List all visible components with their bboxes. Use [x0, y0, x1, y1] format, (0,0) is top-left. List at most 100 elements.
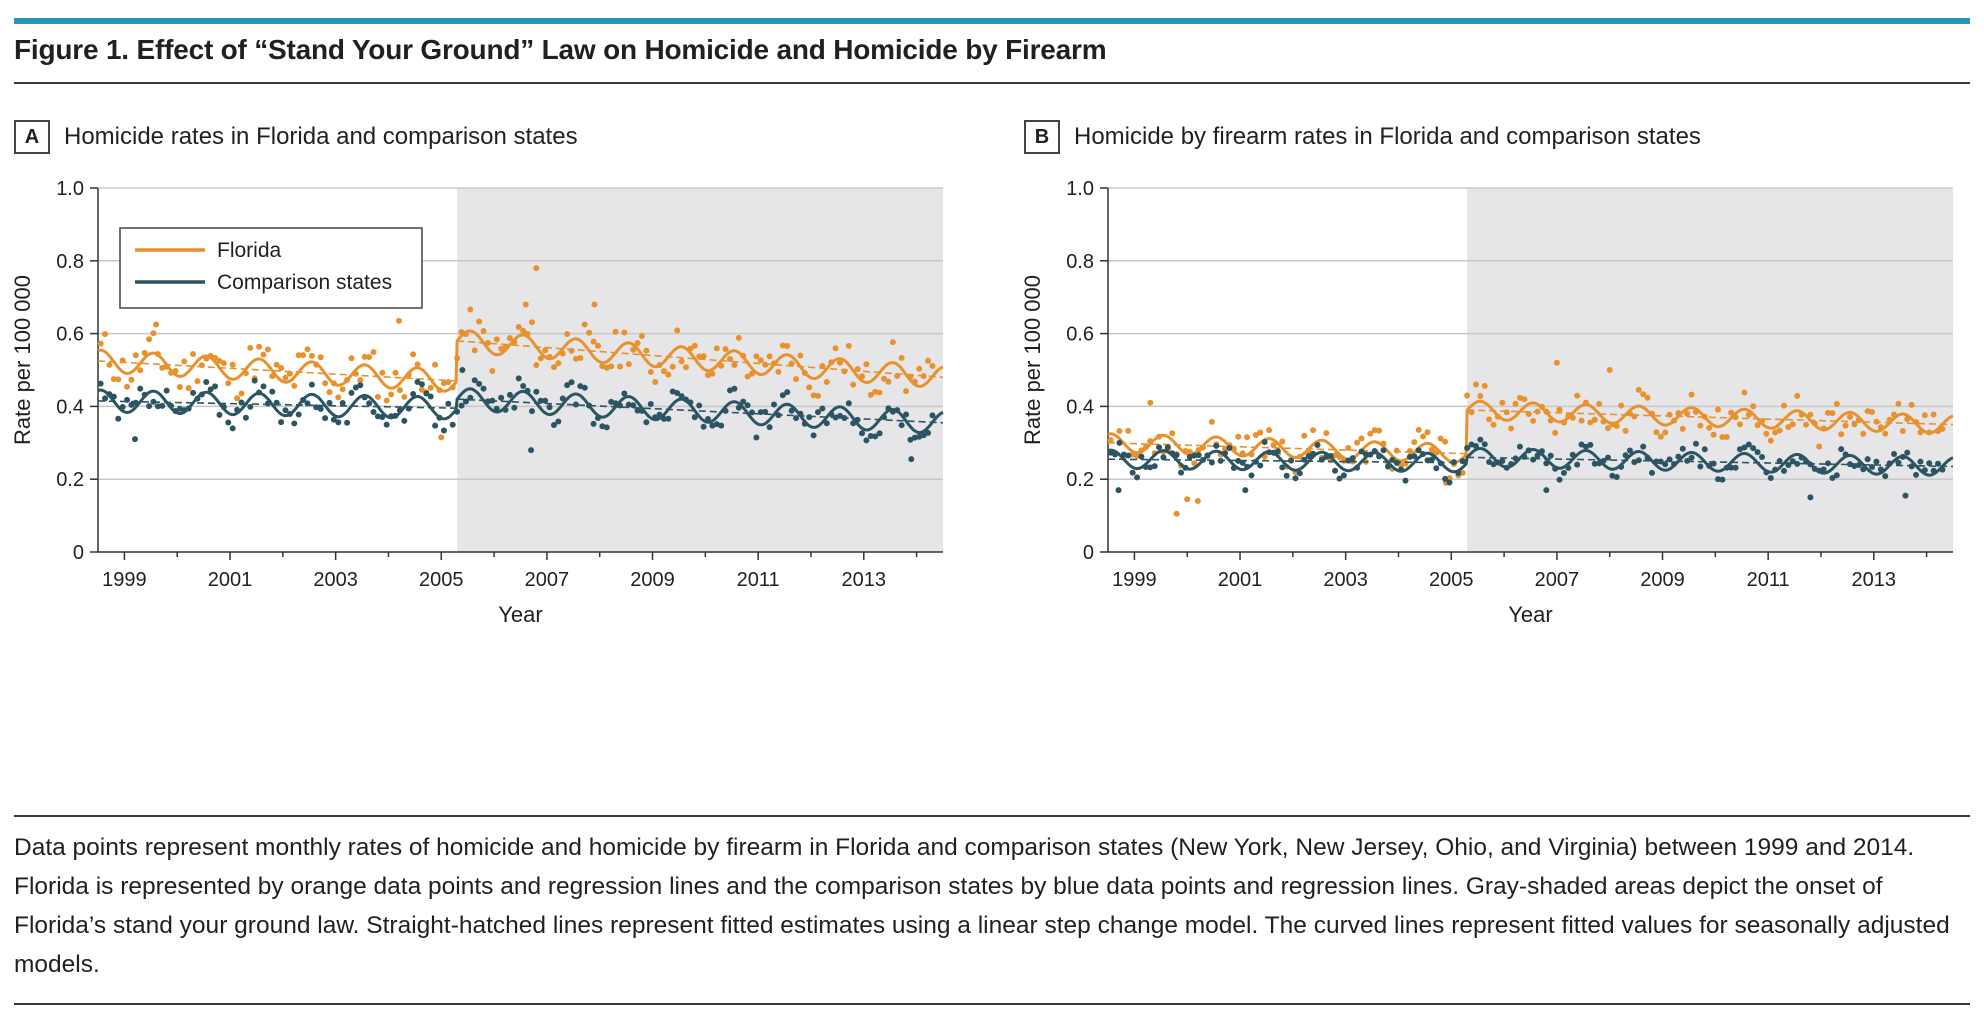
- data-point: [1847, 413, 1854, 420]
- data-point: [1415, 447, 1422, 454]
- data-point: [1873, 458, 1880, 465]
- data-point: [348, 389, 355, 396]
- data-point: [1591, 460, 1598, 467]
- data-point: [1191, 452, 1198, 459]
- data-point: [295, 411, 302, 418]
- data-point: [1899, 427, 1906, 434]
- x-tick-label: 1999: [1112, 569, 1157, 591]
- data-point: [97, 380, 104, 387]
- data-point: [1869, 464, 1876, 471]
- data-point: [621, 329, 628, 336]
- data-point: [146, 403, 153, 410]
- data-point: [1323, 430, 1330, 437]
- data-point: [1692, 440, 1699, 447]
- data-point: [110, 376, 117, 383]
- data-point: [476, 380, 483, 387]
- data-point: [150, 330, 157, 337]
- data-point: [863, 437, 870, 444]
- data-point: [1336, 475, 1343, 482]
- data-point: [432, 361, 439, 368]
- y-tick-label: 0: [73, 542, 84, 564]
- data-point: [260, 351, 267, 358]
- data-point: [590, 338, 597, 345]
- panel-b-title: Homicide by firearm rates in Florida and…: [1074, 123, 1701, 150]
- data-point: [506, 391, 513, 398]
- data-point: [775, 368, 782, 375]
- x-tick-label: 2003: [1323, 569, 1368, 591]
- data-point: [731, 385, 738, 392]
- data-point: [1688, 391, 1695, 398]
- data-point: [97, 340, 104, 347]
- data-point: [1194, 498, 1201, 505]
- data-point: [1292, 475, 1299, 482]
- data-point: [1270, 442, 1277, 449]
- data-point: [1758, 453, 1765, 460]
- data-point: [1411, 453, 1418, 460]
- data-point: [1820, 466, 1827, 473]
- data-point: [396, 317, 403, 324]
- data-point: [102, 395, 109, 402]
- y-tick-label: 0.8: [1066, 251, 1094, 273]
- data-point: [925, 357, 932, 364]
- x-tick-label: 2007: [1535, 569, 1580, 591]
- data-point: [1296, 470, 1303, 477]
- data-point: [1376, 427, 1383, 434]
- data-point: [1684, 410, 1691, 417]
- data-point: [766, 353, 773, 360]
- data-point: [1741, 444, 1748, 451]
- data-point: [665, 415, 672, 422]
- data-point: [1512, 400, 1519, 407]
- data-point: [1591, 416, 1598, 423]
- data-point: [1622, 427, 1629, 434]
- data-point: [533, 362, 540, 369]
- data-point: [872, 433, 879, 440]
- data-point: [1574, 461, 1581, 468]
- data-point: [515, 375, 522, 382]
- data-point: [1596, 400, 1603, 407]
- data-point: [643, 419, 650, 426]
- x-tick-label: 2005: [419, 569, 464, 591]
- data-point: [528, 408, 535, 415]
- data-point: [1160, 454, 1167, 461]
- data-point: [520, 327, 527, 334]
- data-point: [608, 363, 615, 370]
- data-point: [748, 409, 755, 416]
- data-point: [317, 354, 324, 361]
- data-point: [370, 408, 377, 415]
- data-point: [674, 390, 681, 397]
- data-point: [511, 404, 518, 411]
- data-point: [256, 343, 263, 350]
- data-point: [1301, 432, 1308, 439]
- data-point: [1354, 439, 1361, 446]
- data-point: [357, 382, 364, 389]
- data-point: [1869, 408, 1876, 415]
- data-point: [1794, 392, 1801, 399]
- data-point: [1406, 453, 1413, 460]
- data-point: [793, 376, 800, 383]
- data-point: [533, 388, 540, 395]
- data-point: [278, 364, 285, 371]
- data-point: [1882, 430, 1889, 437]
- data-point: [550, 421, 557, 428]
- data-point: [1662, 461, 1669, 468]
- data-point: [1310, 427, 1317, 434]
- data-point: [1283, 472, 1290, 479]
- data-point: [1415, 426, 1422, 433]
- data-point: [647, 368, 654, 375]
- data-point: [1129, 469, 1136, 476]
- data-point: [348, 355, 355, 362]
- data-point: [1653, 429, 1660, 436]
- data-point: [594, 342, 601, 349]
- data-point: [1604, 425, 1611, 432]
- data-point: [1679, 445, 1686, 452]
- data-point: [1547, 452, 1554, 459]
- data-point: [1530, 417, 1537, 424]
- data-point: [1578, 441, 1585, 448]
- data-point: [669, 363, 676, 370]
- data-point: [823, 420, 830, 427]
- data-point: [621, 390, 628, 397]
- data-point: [1745, 441, 1752, 448]
- data-point: [1208, 418, 1215, 425]
- data-point: [550, 364, 557, 371]
- data-point: [229, 425, 236, 432]
